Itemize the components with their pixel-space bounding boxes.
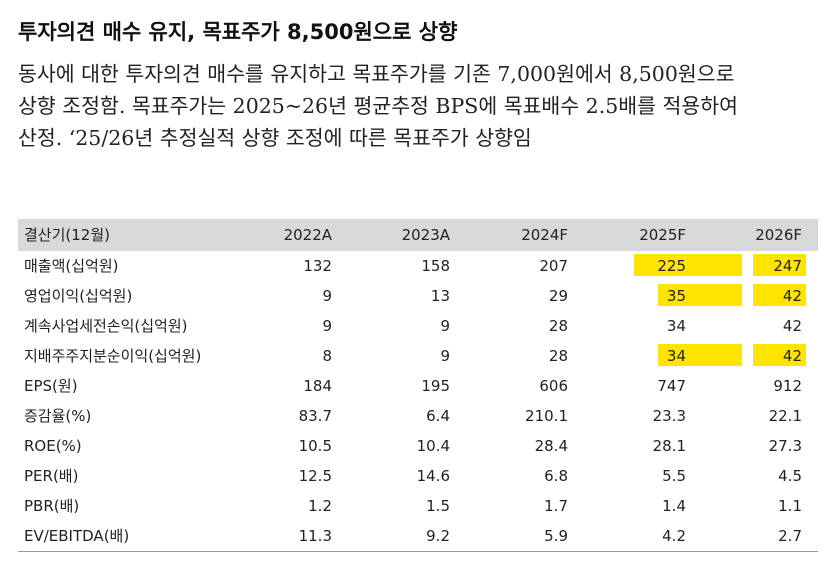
highlight-mark [753, 284, 806, 306]
row-value: 9 [322, 317, 332, 335]
row-value: 1.2 [308, 497, 332, 515]
highlight-mark [658, 284, 742, 306]
table-body: 매출액(십억원) 132 158 207 225 247 영업이익(십억원) 9 13 29 35 4… [18, 251, 818, 551]
header-2025f: 2025F [639, 226, 686, 244]
row-value: 83.7 [298, 407, 332, 425]
row-value: 28.1 [652, 437, 686, 455]
row-value: 42 [782, 347, 802, 365]
table-row: PBR(배) 1.2 1.5 1.7 1.4 1.1 [18, 491, 818, 521]
row-value: 6.4 [426, 407, 450, 425]
summary-line: 산정. ‘25/26년 추정실적 상향 조정에 따른 목표주가 상향임 [18, 126, 532, 150]
row-value: 10.4 [416, 437, 450, 455]
row-value: 207 [539, 257, 568, 275]
row-value: 8 [322, 347, 332, 365]
row-value: 10.5 [298, 437, 332, 455]
row-value: 42 [782, 287, 802, 305]
row-value: 9.2 [426, 527, 450, 545]
row-value: 1.4 [662, 497, 686, 515]
row-value: 195 [421, 377, 450, 395]
row-value: 1.7 [544, 497, 568, 515]
row-value: 4.2 [662, 527, 686, 545]
table-row: 증감율(%) 83.7 6.4 210.1 23.3 22.1 [18, 401, 818, 431]
row-value: 225 [657, 257, 686, 275]
table-row: PER(배) 12.5 14.6 6.8 5.5 4.5 [18, 461, 818, 491]
row-value: 22.1 [768, 407, 802, 425]
page-title: 투자의견 매수 유지, 목표주가 8,500원으로 상향 [18, 20, 458, 44]
row-label: 계속사업세전손익(십억원) [24, 317, 188, 335]
row-value: 13 [430, 287, 450, 305]
table-row: 영업이익(십억원) 9 13 29 35 42 [18, 281, 818, 311]
row-value: 747 [657, 377, 686, 395]
row-label: EPS(원) [24, 377, 78, 395]
row-value: 158 [421, 257, 450, 275]
row-value: 184 [303, 377, 332, 395]
row-value: 210.1 [525, 407, 568, 425]
row-value: 23.3 [652, 407, 686, 425]
header-2026f: 2026F [755, 226, 802, 244]
row-value: 9 [440, 347, 450, 365]
row-value: 28 [548, 347, 568, 365]
row-label: 지배주주지분순이익(십억원) [24, 347, 202, 365]
row-value: 35 [666, 287, 686, 305]
summary-line: 상향 조정함. 목표주가는 2025~26년 평균추정 BPS에 목표배수 2.… [18, 94, 738, 118]
row-value: 29 [548, 287, 568, 305]
row-label: PBR(배) [24, 497, 80, 515]
table-row: 매출액(십억원) 132 158 207 225 247 [18, 251, 818, 281]
row-value: 1.1 [778, 497, 802, 515]
row-value: 34 [666, 347, 686, 365]
row-label: 매출액(십억원) [24, 257, 119, 275]
row-value: 14.6 [416, 467, 450, 485]
header-fiscal-year: 결산기(12월) [24, 226, 110, 244]
financial-table: 결산기(12월) 2022A 2023A 2024F 2025F 2026F 매… [18, 219, 818, 551]
summary-paragraph: 동사에 대한 투자의견 매수를 유지하고 목표주가를 기존 7,000원에서 8… [18, 58, 823, 154]
row-label: EV/EBITDA(배) [24, 527, 130, 545]
table-bottom-divider [18, 551, 818, 552]
row-label: 영업이익(십억원) [24, 287, 133, 305]
row-value: 34 [666, 317, 686, 335]
header-2022a: 2022A [283, 226, 332, 244]
highlight-mark [753, 344, 806, 366]
highlight-mark [658, 344, 742, 366]
header-2023a: 2023A [401, 226, 450, 244]
table-row: 지배주주지분순이익(십억원) 8 9 28 34 42 [18, 341, 818, 371]
header-2024f: 2024F [521, 226, 568, 244]
row-value: 606 [539, 377, 568, 395]
row-value: 27.3 [768, 437, 802, 455]
row-value: 28 [548, 317, 568, 335]
row-value: 28.4 [534, 437, 568, 455]
row-value: 9 [440, 317, 450, 335]
row-label: ROE(%) [24, 437, 82, 455]
row-value: 132 [303, 257, 332, 275]
row-value: 9 [322, 287, 332, 305]
table-row: 계속사업세전손익(십억원) 9 9 28 34 42 [18, 311, 818, 341]
row-value: 2.7 [778, 527, 802, 545]
row-value: 6.8 [544, 467, 568, 485]
table-row: ROE(%) 10.5 10.4 28.4 28.1 27.3 [18, 431, 818, 461]
highlight-mark [753, 254, 806, 276]
table-header-row: 결산기(12월) 2022A 2023A 2024F 2025F 2026F [18, 219, 818, 251]
row-label: PER(배) [24, 467, 79, 485]
summary-line: 동사에 대한 투자의견 매수를 유지하고 목표주가를 기존 7,000원에서 8… [18, 62, 735, 86]
row-value: 5.9 [544, 527, 568, 545]
table-row: EV/EBITDA(배) 11.3 9.2 5.9 4.2 2.7 [18, 521, 818, 551]
row-label: 증감율(%) [24, 407, 92, 425]
row-value: 247 [773, 257, 802, 275]
row-value: 12.5 [298, 467, 332, 485]
table-row: EPS(원) 184 195 606 747 912 [18, 371, 818, 401]
row-value: 42 [782, 317, 802, 335]
row-value: 11.3 [298, 527, 332, 545]
row-value: 4.5 [778, 467, 802, 485]
row-value: 912 [773, 377, 802, 395]
highlight-mark [634, 254, 742, 276]
row-value: 1.5 [426, 497, 450, 515]
row-value: 5.5 [662, 467, 686, 485]
